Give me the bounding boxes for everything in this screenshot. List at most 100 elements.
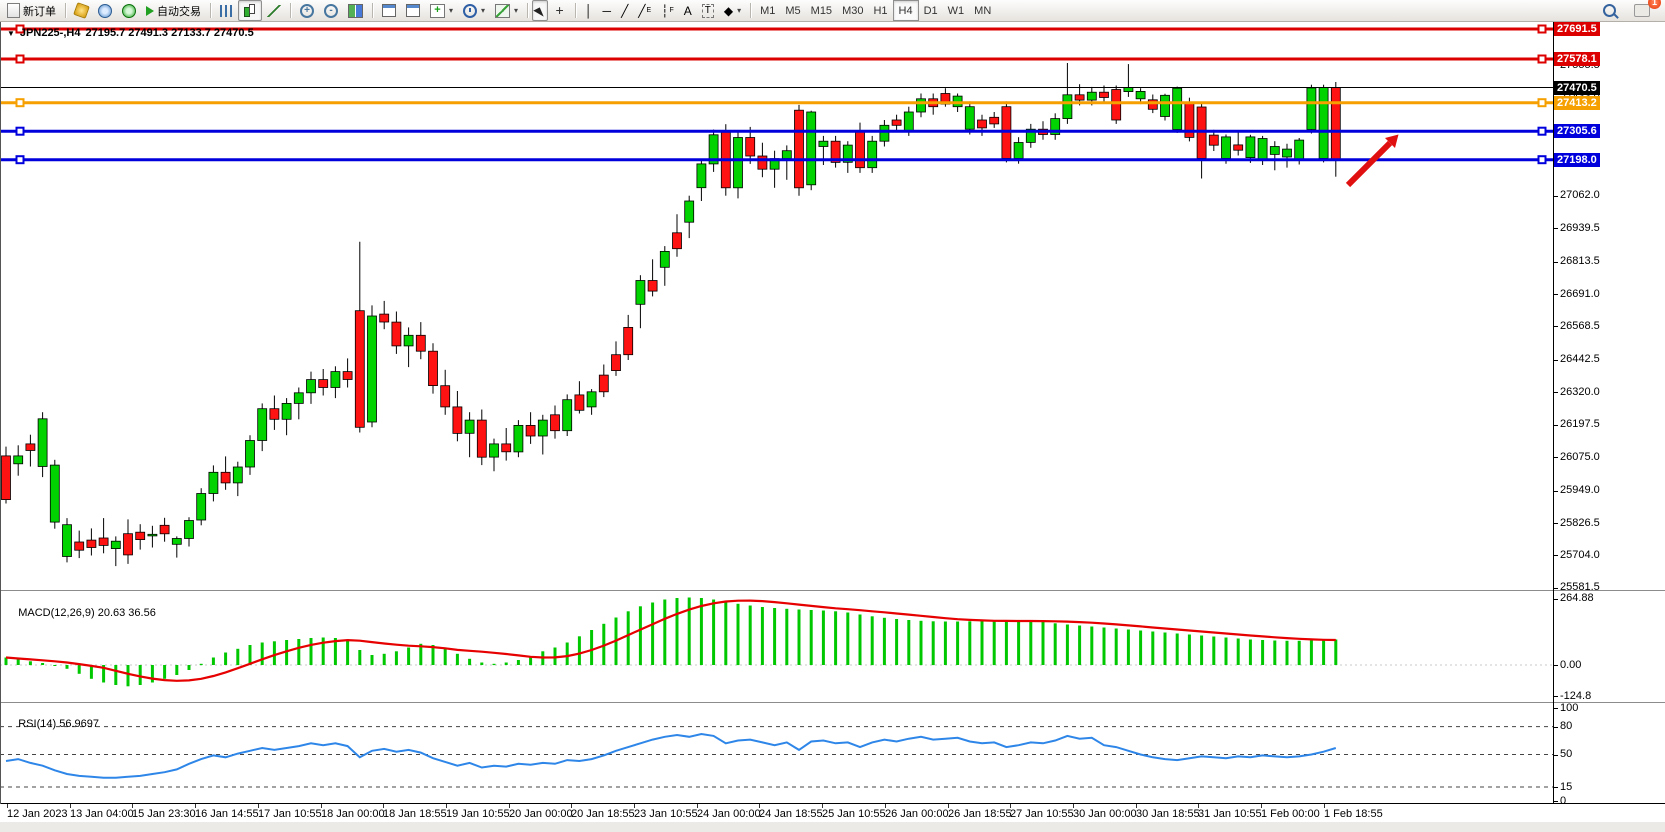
axis-tick-mark [1554, 599, 1558, 600]
timeframe-m30-label: M30 [842, 4, 864, 17]
price-scale-label: 26320.0 [1560, 386, 1600, 398]
charts-profile-button[interactable] [70, 0, 93, 21]
rsi-indicator-canvas[interactable] [0, 704, 1553, 803]
time-tick-mark [1010, 804, 1011, 808]
autotrading-button-label: 自动交易 [157, 5, 201, 18]
axis-tick-mark [1554, 523, 1558, 524]
time-scale-label: 1 Feb 00:00 [1261, 808, 1320, 820]
equidistant-channel-button[interactable]: ╱ E [633, 0, 656, 21]
toolbar-separator [210, 3, 211, 18]
new-order-button[interactable]: 新订单 [2, 0, 61, 21]
toolbar-separator [65, 3, 66, 18]
person-icon [98, 3, 112, 18]
fibonacci-button[interactable]: ┆ F [656, 0, 679, 21]
macd-indicator-canvas[interactable] [0, 592, 1553, 702]
time-scale-label: 26 Jan 00:00 [885, 808, 949, 820]
cursor-button[interactable] [532, 0, 549, 21]
trendline-button[interactable]: ╱ [616, 0, 633, 21]
timeframe-m15[interactable]: M15 [806, 1, 837, 20]
template-icon [495, 3, 511, 18]
tile-windows-button[interactable] [343, 0, 368, 21]
indicators-button[interactable]: + ▾ [425, 0, 458, 21]
timeframe-m5[interactable]: M5 [780, 1, 805, 20]
chat-bubble-icon [1634, 4, 1650, 17]
axis-tick-mark [1554, 360, 1558, 361]
notification-badge: 1 [1648, 0, 1661, 9]
axis-tick-mark [1554, 196, 1558, 197]
timeframe-mn[interactable]: MN [969, 1, 996, 20]
dropdown-caret-icon: ▾ [514, 6, 519, 15]
search-button[interactable] [1598, 0, 1621, 21]
one-click-collapse-icon[interactable]: ▼ [7, 28, 15, 38]
bar-chart-button[interactable] [215, 0, 238, 21]
timeframe-d1[interactable]: D1 [919, 1, 943, 20]
timeframe-w1[interactable]: W1 [943, 1, 970, 20]
gold-icon [73, 2, 90, 19]
time-tick-mark [258, 804, 259, 808]
axis-tick-mark [1554, 491, 1558, 492]
dropdown-caret-icon: ▾ [481, 6, 486, 15]
vertical-line-button[interactable]: │ [580, 0, 598, 21]
addind-icon: + [430, 3, 445, 18]
candlestick-chart-button[interactable] [238, 0, 262, 21]
timeframe-h4[interactable]: H4 [892, 0, 919, 21]
crosshair-button[interactable]: + [548, 0, 571, 21]
time-scale-label: 13 Jan 04:00 [70, 808, 134, 820]
arrange-windows-button[interactable] [401, 0, 425, 21]
new-order-icon [7, 3, 20, 18]
price-scale-label: 25704.0 [1560, 549, 1600, 561]
zoom-out-button[interactable]: - [319, 0, 343, 21]
text-button[interactable]: A [679, 0, 697, 21]
price-scale-label: 26691.0 [1560, 288, 1600, 300]
toolbar-separator [750, 3, 752, 18]
price-scale-label: 26075.0 [1560, 451, 1600, 463]
autotrade-icon [146, 5, 154, 16]
time-scale-label: 19 Jan 10:55 [446, 808, 510, 820]
axis-tick-mark [1554, 727, 1558, 728]
crosshair-icon: + [555, 2, 564, 18]
timeframe-h1[interactable]: H1 [868, 1, 892, 20]
price-chart-canvas[interactable] [0, 22, 1553, 590]
templates-button[interactable]: ▾ [490, 0, 523, 21]
clock-icon [463, 3, 478, 18]
time-scale-label: 23 Jan 10:55 [634, 808, 698, 820]
tile-icon [348, 3, 363, 18]
zoomout-icon: - [324, 3, 338, 18]
time-scale-label: 12 Jan 2023 [7, 808, 68, 820]
time-scale-label: 18 Jan 18:55 [383, 808, 447, 820]
time-tick-mark [1198, 804, 1199, 808]
chart-symbol-period: JPN225-,H4 [19, 27, 81, 39]
periods-button[interactable]: ▾ [458, 0, 490, 21]
panel-separator[interactable] [0, 702, 1665, 703]
text-label-button[interactable]: T [697, 0, 719, 21]
arrows-button[interactable]: ◆ ▾ [719, 0, 746, 21]
time-tick-mark [571, 804, 572, 808]
price-scale-label: 27062.0 [1560, 189, 1600, 201]
rsi-scale-label: 0 [1560, 795, 1567, 807]
timeframe-m1[interactable]: M1 [755, 1, 780, 20]
time-scale-label: 1 Feb 18:55 [1324, 808, 1383, 820]
chart-ohlc-values: 27195.7 27491.3 27133.7 27470.5 [85, 27, 254, 39]
price-scale-label: 25949.0 [1560, 484, 1600, 496]
notifications-button[interactable]: 1 [1629, 0, 1661, 21]
toolbar-separator [372, 3, 373, 18]
signals-button[interactable] [117, 0, 141, 21]
horizontal-line-button[interactable]: ─ [598, 0, 617, 21]
axis-tick-mark [1554, 228, 1558, 229]
panel-separator[interactable] [0, 590, 1665, 591]
cascade-windows-button[interactable] [377, 0, 401, 21]
rsi-scale-label: 50 [1560, 748, 1573, 760]
timeframe-w1-label: W1 [947, 4, 965, 17]
dropdown-caret-icon: ▾ [449, 6, 454, 15]
axis-tick-mark [1554, 326, 1558, 327]
community-button[interactable] [93, 0, 117, 21]
winh-icon [406, 4, 420, 17]
price-scale-label: 25826.5 [1560, 517, 1600, 529]
line-chart-button[interactable] [262, 0, 286, 21]
autotrading-button[interactable]: 自动交易 [141, 0, 206, 21]
timeframe-m5-label: M5 [785, 4, 801, 17]
rsi-scale-label: 80 [1560, 720, 1573, 732]
time-scale-label: 24 Jan 18:55 [759, 808, 823, 820]
timeframe-m30[interactable]: M30 [837, 1, 868, 20]
zoom-in-button[interactable]: + [295, 0, 319, 21]
